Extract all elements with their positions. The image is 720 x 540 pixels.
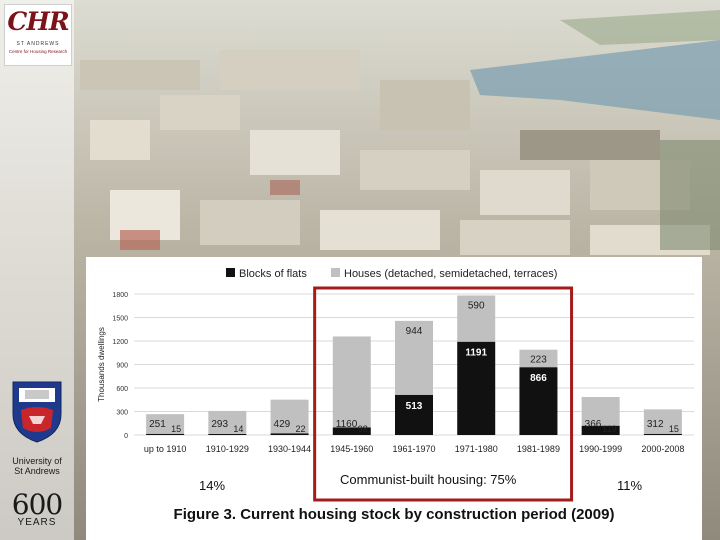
bar-flats bbox=[519, 367, 558, 435]
bar-houses bbox=[208, 410, 247, 434]
data-label-houses: 366 bbox=[585, 419, 602, 430]
y-tick-label: 600 bbox=[116, 386, 128, 393]
bar-flats bbox=[270, 433, 309, 435]
legend-swatch-flats bbox=[226, 268, 235, 277]
university-name: University of St Andrews bbox=[0, 456, 74, 476]
chr-logo-line1: ST ANDREWS bbox=[16, 41, 60, 47]
data-label-flats: 22 bbox=[296, 424, 306, 434]
legend-label-flats: Blocks of flats bbox=[239, 268, 307, 280]
chart-legend: Blocks of flats Houses (detached, semidet… bbox=[226, 268, 557, 280]
data-label-flats: 98 bbox=[358, 424, 368, 434]
communist-era-highlight-box bbox=[313, 286, 574, 502]
data-label-flats: 15 bbox=[171, 424, 181, 434]
chr-logo-letters: CHR bbox=[7, 7, 69, 36]
annotation-communist: Communist-built housing: 75% bbox=[340, 472, 517, 487]
y-tick-label: 1200 bbox=[112, 339, 128, 346]
x-tick-label: 1971-1980 bbox=[455, 444, 498, 454]
bar-houses bbox=[395, 320, 433, 395]
university-crest-icon bbox=[12, 381, 62, 443]
bar-flats bbox=[395, 394, 433, 435]
logo-strip bbox=[0, 0, 74, 540]
data-label-houses: 223 bbox=[530, 355, 547, 366]
chart-labels: 251 15 293 14 429 22 1160 98 513 944 1191 590 866 223… bbox=[149, 300, 679, 434]
figure-caption: Figure 3. Current housing stock by const… bbox=[173, 506, 615, 523]
y-tick-label: 300 bbox=[116, 410, 128, 417]
bar-flats bbox=[146, 433, 185, 435]
bar-flats bbox=[581, 425, 620, 435]
y-tick-label: 1800 bbox=[112, 292, 128, 299]
bar-flats bbox=[457, 341, 496, 435]
university-name-line1: University of bbox=[12, 456, 62, 466]
university-name-line2: St Andrews bbox=[14, 466, 60, 476]
data-label-houses: 1160 bbox=[336, 419, 358, 430]
housing-stock-chart: Blocks of flats Houses (detached, semidet… bbox=[97, 268, 694, 502]
anniversary-word: YEARS bbox=[17, 517, 57, 528]
x-tick-label: 1945-1960 bbox=[330, 444, 373, 454]
chart-x-ticks: up to 1910 1910-1929 1930-1944 1945-1960 196… bbox=[144, 444, 685, 454]
legend-swatch-houses bbox=[331, 268, 340, 277]
data-label-flats: 14 bbox=[233, 424, 243, 434]
data-label-houses: 251 bbox=[149, 419, 166, 430]
data-label-flats: 513 bbox=[406, 401, 423, 412]
legend-label-houses: Houses (detached, semidetached, terraces… bbox=[344, 268, 557, 280]
bar-houses bbox=[519, 349, 558, 368]
bar-houses bbox=[581, 397, 620, 426]
bar-houses bbox=[457, 295, 496, 342]
anniversary-number: 600 bbox=[11, 488, 63, 521]
annotation-pre-communist: 14% bbox=[199, 478, 226, 493]
data-label-flats: 119 bbox=[602, 424, 616, 434]
data-label-flats: 1191 bbox=[465, 348, 487, 359]
data-label-houses: 429 bbox=[274, 419, 291, 430]
bar-houses bbox=[643, 409, 682, 434]
data-label-flats: 15 bbox=[669, 424, 679, 434]
y-tick-label: 1500 bbox=[112, 316, 128, 323]
chr-logo-line2: Centre for Housing Research bbox=[8, 49, 68, 54]
data-label-houses: 312 bbox=[647, 419, 664, 430]
bar-houses bbox=[332, 336, 371, 428]
bar-flats bbox=[332, 427, 371, 435]
bar-flats bbox=[643, 433, 682, 435]
x-tick-label: 1981-1989 bbox=[517, 444, 560, 454]
data-label-houses: 944 bbox=[406, 326, 423, 337]
chart-panel: Blocks of flats Houses (detached, semidet… bbox=[86, 257, 702, 540]
y-axis-label: Thousands dwellings bbox=[97, 327, 106, 402]
data-label-houses: 293 bbox=[211, 419, 228, 430]
chart-bars bbox=[146, 295, 682, 435]
x-tick-label: 1910-1929 bbox=[206, 444, 249, 454]
data-label-houses: 590 bbox=[468, 300, 485, 311]
y-tick-label: 900 bbox=[116, 363, 128, 370]
chr-logo: CHR ST ANDREWS Centre for Housing Resear… bbox=[4, 4, 72, 66]
x-tick-label: 1961-1970 bbox=[392, 444, 435, 454]
y-tick-label: 0 bbox=[124, 433, 128, 440]
x-tick-label: up to 1910 bbox=[144, 444, 187, 454]
bar-houses bbox=[270, 399, 309, 434]
bar-houses bbox=[146, 414, 185, 434]
x-tick-label: 2000-2008 bbox=[641, 444, 684, 454]
data-label-flats: 866 bbox=[530, 373, 547, 384]
bar-flats bbox=[208, 433, 247, 435]
annotation-post-communist: 11% bbox=[617, 478, 643, 493]
x-tick-label: 1930-1944 bbox=[268, 444, 311, 454]
x-tick-label: 1990-1999 bbox=[579, 444, 622, 454]
